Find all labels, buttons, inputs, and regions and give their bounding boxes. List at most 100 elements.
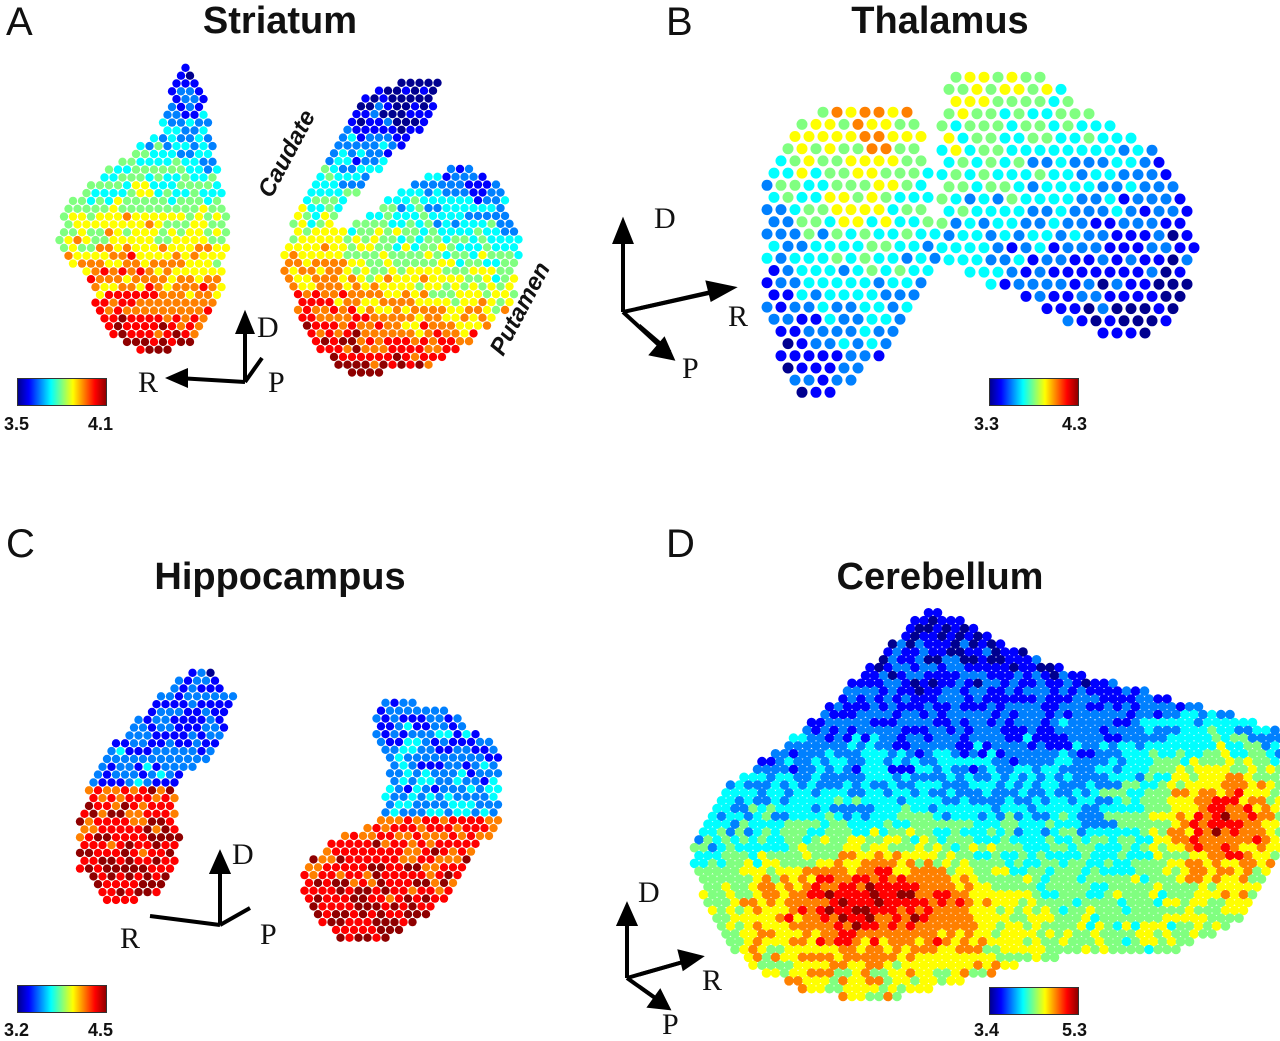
- voxel-dot: [1076, 670, 1087, 681]
- voxel-dot: [919, 756, 929, 767]
- voxel-dot: [1000, 725, 1010, 736]
- panel-letter: C: [6, 522, 35, 566]
- voxel-dot: [796, 216, 808, 228]
- voxel-dot: [412, 878, 422, 888]
- axis-label-p: P: [268, 366, 285, 399]
- voxel-dot: [457, 769, 467, 778]
- voxel-dot: [190, 267, 199, 276]
- voxel-dot: [491, 258, 501, 268]
- voxel-dot: [1072, 803, 1082, 814]
- voxel-dot: [358, 925, 368, 935]
- voxel-dot: [410, 227, 420, 236]
- voxel-dot: [361, 329, 370, 338]
- voxel-dot: [950, 686, 961, 696]
- voxel-dot: [838, 143, 850, 155]
- voxel-dot: [788, 796, 799, 806]
- voxel-dot: [1083, 303, 1095, 315]
- voxel-dot: [928, 788, 938, 798]
- voxel-dot: [1013, 230, 1025, 241]
- voxel-dot: [1090, 193, 1102, 205]
- voxel-dot: [838, 313, 850, 325]
- voxel-dot: [379, 109, 388, 119]
- voxel-dot: [102, 833, 112, 842]
- voxel-dot: [365, 258, 375, 268]
- voxel-dot: [149, 228, 159, 237]
- voxel-dot: [914, 623, 925, 634]
- voxel-dot: [950, 144, 962, 156]
- voxel-dot: [995, 749, 1006, 759]
- voxel-dot: [845, 277, 857, 289]
- voxel-dot: [385, 722, 395, 731]
- voxel-dot: [217, 235, 226, 245]
- voxel-dot: [978, 71, 990, 83]
- voxel-dot: [149, 165, 159, 174]
- voxel-dot: [140, 181, 150, 190]
- voxel-dot: [190, 188, 199, 198]
- voxel-dot: [439, 816, 449, 825]
- voxel-dot: [172, 314, 181, 323]
- voxel-dot: [1062, 315, 1074, 327]
- voxel-dot: [1139, 811, 1150, 822]
- voxel-dot: [185, 134, 195, 143]
- voxel-dot: [451, 266, 460, 275]
- voxel-dot: [743, 796, 754, 806]
- voxel-dot: [838, 756, 848, 767]
- voxel-dot: [1054, 803, 1064, 814]
- voxel-dot: [964, 217, 976, 229]
- voxel-dot: [406, 329, 415, 338]
- voxel-dot: [1132, 144, 1144, 156]
- voxel-dot: [167, 102, 177, 112]
- voxel-dot: [905, 764, 916, 775]
- voxel-dot: [1193, 796, 1204, 806]
- voxel-dot: [390, 902, 399, 911]
- voxel-dot: [136, 235, 145, 245]
- voxel-dot: [1054, 725, 1064, 736]
- voxel-dot: [473, 243, 483, 252]
- voxel-dot: [316, 235, 325, 244]
- voxel-dot: [435, 776, 444, 786]
- voxel-dot: [789, 350, 801, 362]
- voxel-dot: [424, 266, 433, 275]
- striatum-left-dot-cloud: [55, 63, 523, 377]
- voxel-dot: [462, 730, 471, 739]
- voxel-dot: [929, 228, 941, 240]
- voxel-dot: [478, 250, 487, 260]
- voxel-dot: [482, 227, 492, 236]
- voxel-dot: [73, 235, 82, 245]
- voxel-dot: [167, 212, 177, 221]
- voxel-dot: [932, 749, 943, 759]
- voxel-dot: [356, 305, 366, 315]
- voxel-dot: [183, 739, 193, 748]
- voxel-dot: [138, 786, 148, 795]
- voxel-dot: [104, 290, 114, 300]
- voxel-dot: [1067, 702, 1078, 712]
- voxel-dot: [1018, 662, 1028, 673]
- voxel-dot: [1261, 788, 1271, 798]
- voxel-dot: [363, 917, 372, 927]
- voxel-dot: [383, 149, 393, 158]
- voxel-dot: [1045, 694, 1055, 704]
- voxel-dot: [109, 188, 118, 198]
- voxel-dot: [1171, 803, 1181, 814]
- voxel-dot: [1041, 230, 1053, 241]
- voxel-dot: [992, 242, 1004, 254]
- voxel-dot: [1108, 756, 1118, 767]
- voxel-dot: [102, 817, 112, 826]
- voxel-dot: [1054, 662, 1064, 673]
- voxel-dot: [131, 196, 141, 206]
- voxel-dot: [1144, 788, 1154, 798]
- voxel-dot: [1148, 733, 1159, 743]
- voxel-dot: [156, 723, 166, 732]
- voxel-dot: [338, 337, 348, 346]
- voxel-dot: [392, 102, 402, 111]
- voxel-dot: [919, 631, 929, 642]
- voxel-dot: [1013, 655, 1024, 665]
- voxel-dot: [883, 678, 893, 689]
- voxel-dot: [403, 863, 413, 872]
- voxel-dot: [865, 725, 875, 736]
- voxel-dot: [397, 141, 406, 150]
- voxel-dot: [156, 707, 166, 717]
- voxel-dot: [462, 855, 471, 864]
- voxel-dot: [1076, 686, 1087, 696]
- voxel-dot: [385, 894, 395, 903]
